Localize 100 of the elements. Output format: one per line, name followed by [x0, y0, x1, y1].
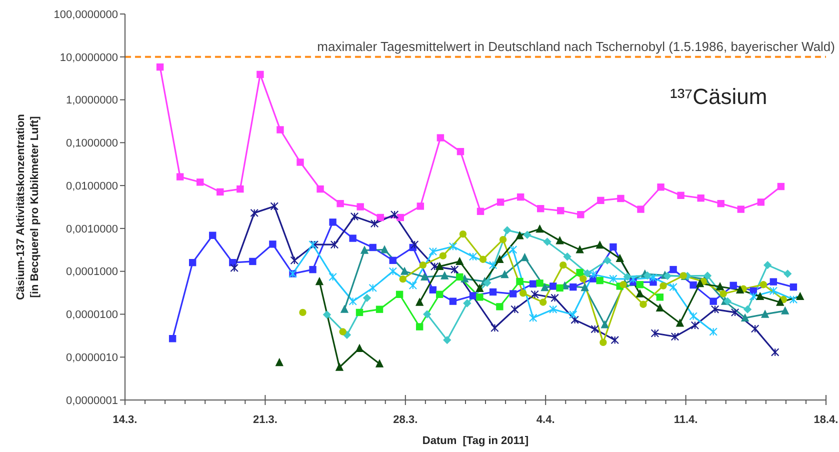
point	[509, 290, 517, 298]
point	[456, 148, 464, 156]
point	[350, 212, 359, 221]
point	[717, 200, 724, 208]
point	[380, 245, 389, 254]
point	[463, 299, 472, 308]
point	[468, 252, 478, 261]
point	[496, 303, 504, 310]
point	[450, 265, 459, 274]
point	[703, 272, 712, 280]
point	[370, 219, 379, 228]
point	[415, 298, 424, 306]
point	[790, 283, 798, 291]
point	[439, 252, 447, 260]
y-tick-label: 0,0000100	[66, 309, 118, 322]
point	[423, 310, 432, 318]
point	[216, 188, 224, 196]
point	[230, 264, 238, 272]
point	[583, 269, 592, 278]
point	[757, 198, 765, 206]
point	[636, 289, 644, 298]
y-tick-label: 0,0010000	[66, 223, 118, 236]
point	[390, 210, 399, 219]
point	[656, 294, 664, 301]
point	[710, 298, 717, 305]
point	[428, 247, 438, 256]
point	[710, 305, 720, 314]
point	[563, 252, 572, 261]
point	[483, 278, 492, 287]
point	[609, 274, 618, 283]
point	[530, 290, 539, 299]
point	[360, 246, 369, 254]
point	[236, 185, 244, 193]
point	[557, 207, 564, 214]
point	[736, 285, 744, 294]
point	[340, 304, 349, 313]
point	[270, 202, 279, 210]
point	[496, 198, 504, 206]
point	[440, 271, 449, 280]
point	[389, 256, 396, 264]
point	[580, 275, 587, 282]
point	[670, 266, 677, 274]
point	[156, 63, 164, 71]
point	[660, 282, 667, 290]
point	[570, 283, 577, 291]
y-axis-title: Cäsium-137 Aktivitätskonzentration [in Becquerel pro Kubikmeter Luft]	[15, 114, 41, 300]
point	[560, 261, 567, 269]
point	[770, 348, 780, 356]
point	[600, 320, 609, 328]
point	[536, 205, 544, 212]
point	[550, 294, 559, 302]
point	[720, 290, 727, 298]
point	[368, 284, 378, 292]
point	[596, 276, 604, 284]
point	[649, 274, 658, 282]
point	[416, 323, 424, 330]
point	[690, 321, 700, 330]
point	[209, 232, 216, 239]
point	[375, 359, 384, 368]
point	[528, 314, 538, 322]
point	[576, 245, 584, 254]
point	[503, 226, 512, 234]
point	[330, 240, 339, 249]
point	[576, 268, 584, 276]
point	[600, 338, 607, 346]
y-tick-label: 0,0100000	[66, 180, 118, 192]
point	[536, 280, 544, 287]
point	[329, 218, 336, 226]
point	[543, 238, 552, 246]
point	[456, 273, 464, 281]
point	[789, 295, 798, 304]
x-tick-label: 14.3.	[112, 414, 138, 426]
point	[322, 310, 332, 319]
point	[459, 230, 467, 238]
point	[436, 290, 444, 298]
point	[663, 272, 672, 280]
point	[469, 292, 477, 300]
point	[419, 261, 427, 269]
point	[250, 208, 258, 218]
point	[548, 305, 558, 314]
point	[416, 202, 424, 210]
x-tick-label: 11.4.	[674, 414, 698, 426]
point	[479, 256, 487, 263]
point	[760, 281, 768, 288]
point	[420, 272, 429, 281]
point	[676, 318, 684, 327]
x-tick-label: 4.4.	[536, 414, 555, 426]
point	[316, 185, 324, 193]
point	[550, 282, 557, 290]
point	[610, 336, 620, 344]
point	[490, 324, 499, 332]
point	[749, 292, 758, 301]
y-tick-label: 0,0000010	[66, 352, 118, 364]
point	[335, 362, 344, 371]
point	[519, 290, 527, 297]
point	[640, 300, 647, 308]
point	[740, 313, 750, 322]
point	[388, 267, 398, 276]
point	[348, 297, 357, 306]
point	[396, 290, 404, 298]
